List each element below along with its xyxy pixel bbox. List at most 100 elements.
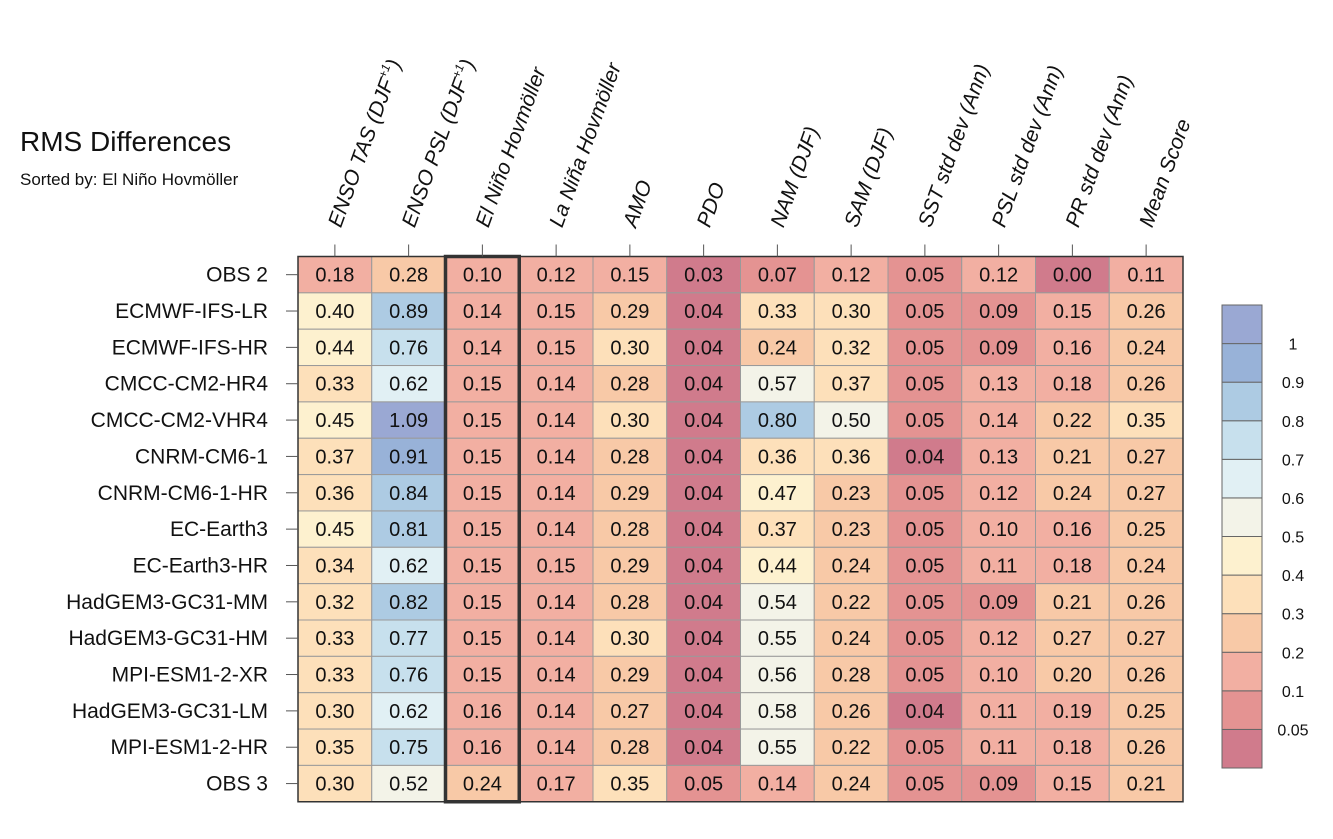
cell-value-label: 0.24 bbox=[1127, 337, 1166, 359]
heatmap-cell bbox=[1035, 619, 1110, 657]
colorbar-bin bbox=[1221, 651, 1263, 692]
cell-value-label: 0.35 bbox=[610, 774, 649, 796]
cell-value-label: 0.14 bbox=[537, 628, 576, 650]
heatmap-cell bbox=[666, 546, 741, 585]
column-label-mean-score: Mean Score bbox=[1135, 116, 1195, 230]
chart-title: RMS Differences bbox=[20, 126, 232, 157]
colorbar-bin bbox=[1221, 458, 1263, 499]
cell-value-label: 0.07 bbox=[758, 265, 797, 287]
cell-value-label: 0.29 bbox=[610, 483, 649, 505]
cell-value-label: 0.22 bbox=[832, 592, 871, 614]
cell-value-label: 0.47 bbox=[758, 483, 797, 505]
colorbar-tick-label: 0.8 bbox=[1282, 414, 1304, 431]
cell-value-label: 0.05 bbox=[905, 374, 944, 396]
heatmap-cell bbox=[592, 764, 668, 803]
heatmap-cell bbox=[813, 292, 889, 330]
cell-value-label: 0.11 bbox=[980, 737, 1017, 759]
heatmap-cell bbox=[1108, 655, 1184, 694]
cell-value-label: 0.84 bbox=[389, 483, 428, 505]
column-label-psl-std-dev-ann: PSL std dev (Ann) bbox=[988, 63, 1068, 231]
heatmap-cell bbox=[297, 365, 373, 403]
cell-value-label: 0.16 bbox=[463, 737, 502, 759]
heatmap-cell bbox=[887, 437, 963, 476]
cell-value-label: 0.27 bbox=[1127, 483, 1166, 505]
heatmap-cell bbox=[518, 474, 594, 512]
heatmap-cell bbox=[371, 437, 446, 476]
column-labels: ENSO TAS (DJF+1)ENSO PSL (DJF+1)El Niño … bbox=[322, 56, 1196, 257]
cell-value-label: 0.28 bbox=[610, 737, 649, 759]
cell-value-label: 0.28 bbox=[610, 374, 649, 396]
cell-value-label: 0.15 bbox=[463, 628, 502, 650]
cell-value-label: 0.10 bbox=[979, 519, 1018, 541]
heatmap-cell bbox=[961, 546, 1036, 585]
heatmap-cell bbox=[887, 692, 963, 730]
heatmap-cell bbox=[887, 256, 963, 294]
colorbar-bin bbox=[1221, 536, 1263, 576]
cell-value-label: 0.05 bbox=[905, 519, 944, 541]
cell-value-label: 0.18 bbox=[1053, 374, 1092, 396]
heatmap-cell bbox=[1035, 728, 1110, 766]
heatmap-cell bbox=[813, 401, 889, 439]
cell-value-label: 0.04 bbox=[684, 301, 723, 323]
cell-value-label: 0.36 bbox=[315, 483, 354, 505]
cell-value-label: 0.12 bbox=[537, 265, 576, 287]
row-label-cmcc-cm2-vhr4: CMCC-CM2-VHR4 bbox=[91, 409, 269, 432]
heatmap-cell bbox=[371, 510, 446, 548]
heatmap-cell bbox=[740, 583, 815, 621]
cell-value-label: 0.14 bbox=[537, 519, 576, 541]
cell-value-label: 0.15 bbox=[1053, 301, 1092, 323]
cell-value-label: 0.04 bbox=[684, 555, 723, 577]
column-label-la-nina-hovmoller: La Niña Hovmöller bbox=[545, 59, 626, 230]
colorbar-bin bbox=[1221, 574, 1263, 615]
cell-value-label: 0.04 bbox=[684, 701, 723, 723]
cell-value-label: 0.15 bbox=[463, 483, 502, 505]
colorbar-bin bbox=[1221, 613, 1263, 653]
heatmap-cell bbox=[371, 292, 446, 330]
cell-value-label: 0.75 bbox=[389, 737, 428, 759]
cell-value-label: 0.28 bbox=[832, 665, 871, 687]
cell-value-label: 0.81 bbox=[389, 519, 428, 541]
cell-value-label: 0.80 bbox=[758, 410, 797, 432]
cell-value-label: 0.05 bbox=[905, 665, 944, 687]
cell-value-label: 0.23 bbox=[832, 483, 871, 505]
row-label-hadgem3-gc31-lm: HadGEM3-GC31-LM bbox=[72, 700, 268, 723]
cell-value-label: 0.21 bbox=[1127, 774, 1166, 796]
heatmap-cell bbox=[961, 474, 1036, 512]
heatmap-cell bbox=[1108, 365, 1184, 403]
cell-value-label: 0.27 bbox=[1127, 446, 1166, 468]
colorbar-tick-label: 0.05 bbox=[1277, 722, 1308, 739]
heatmap-cell bbox=[666, 764, 741, 803]
heatmap-cell bbox=[740, 619, 815, 657]
colorbar-tick-label: 0.6 bbox=[1282, 491, 1304, 508]
cell-value-label: 0.35 bbox=[315, 737, 354, 759]
heatmap-cell bbox=[813, 764, 889, 803]
cell-value-label: 0.05 bbox=[905, 337, 944, 359]
cell-value-label: 0.18 bbox=[315, 265, 354, 287]
heatmap-cell bbox=[887, 764, 963, 803]
cell-value-label: 0.22 bbox=[832, 737, 871, 759]
colorbar-bin bbox=[1221, 304, 1263, 345]
heatmap-cell bbox=[445, 546, 520, 585]
cell-value-label: 0.26 bbox=[1127, 301, 1166, 323]
row-label-cnrm-cm6-1: CNRM-CM6-1 bbox=[135, 445, 268, 468]
cell-value-label: 0.04 bbox=[684, 446, 723, 468]
row-label-mpi-esm1-2-xr: MPI-ESM1-2-XR bbox=[112, 664, 268, 687]
cell-value-label: 0.82 bbox=[389, 592, 428, 614]
cell-value-label: 0.35 bbox=[1127, 410, 1166, 432]
heatmap-cell bbox=[518, 292, 594, 330]
cell-value-label: 0.14 bbox=[537, 665, 576, 687]
heatmap-cell bbox=[887, 546, 963, 585]
heatmap-cell bbox=[887, 728, 963, 766]
heatmap-cell bbox=[297, 437, 373, 476]
heatmap-cell bbox=[1035, 546, 1110, 585]
cell-value-label: 0.32 bbox=[832, 337, 871, 359]
cell-value-label: 0.22 bbox=[1053, 410, 1092, 432]
cell-value-label: 0.28 bbox=[610, 446, 649, 468]
colorbar-tick-label: 1 bbox=[1289, 337, 1298, 354]
cell-value-label: 0.26 bbox=[1127, 737, 1166, 759]
heatmap-cell bbox=[445, 764, 520, 803]
cell-value-label: 0.76 bbox=[389, 665, 428, 687]
heatmap-cell bbox=[740, 256, 815, 294]
cell-value-label: 0.27 bbox=[1053, 628, 1092, 650]
cell-value-label: 0.52 bbox=[389, 774, 428, 796]
